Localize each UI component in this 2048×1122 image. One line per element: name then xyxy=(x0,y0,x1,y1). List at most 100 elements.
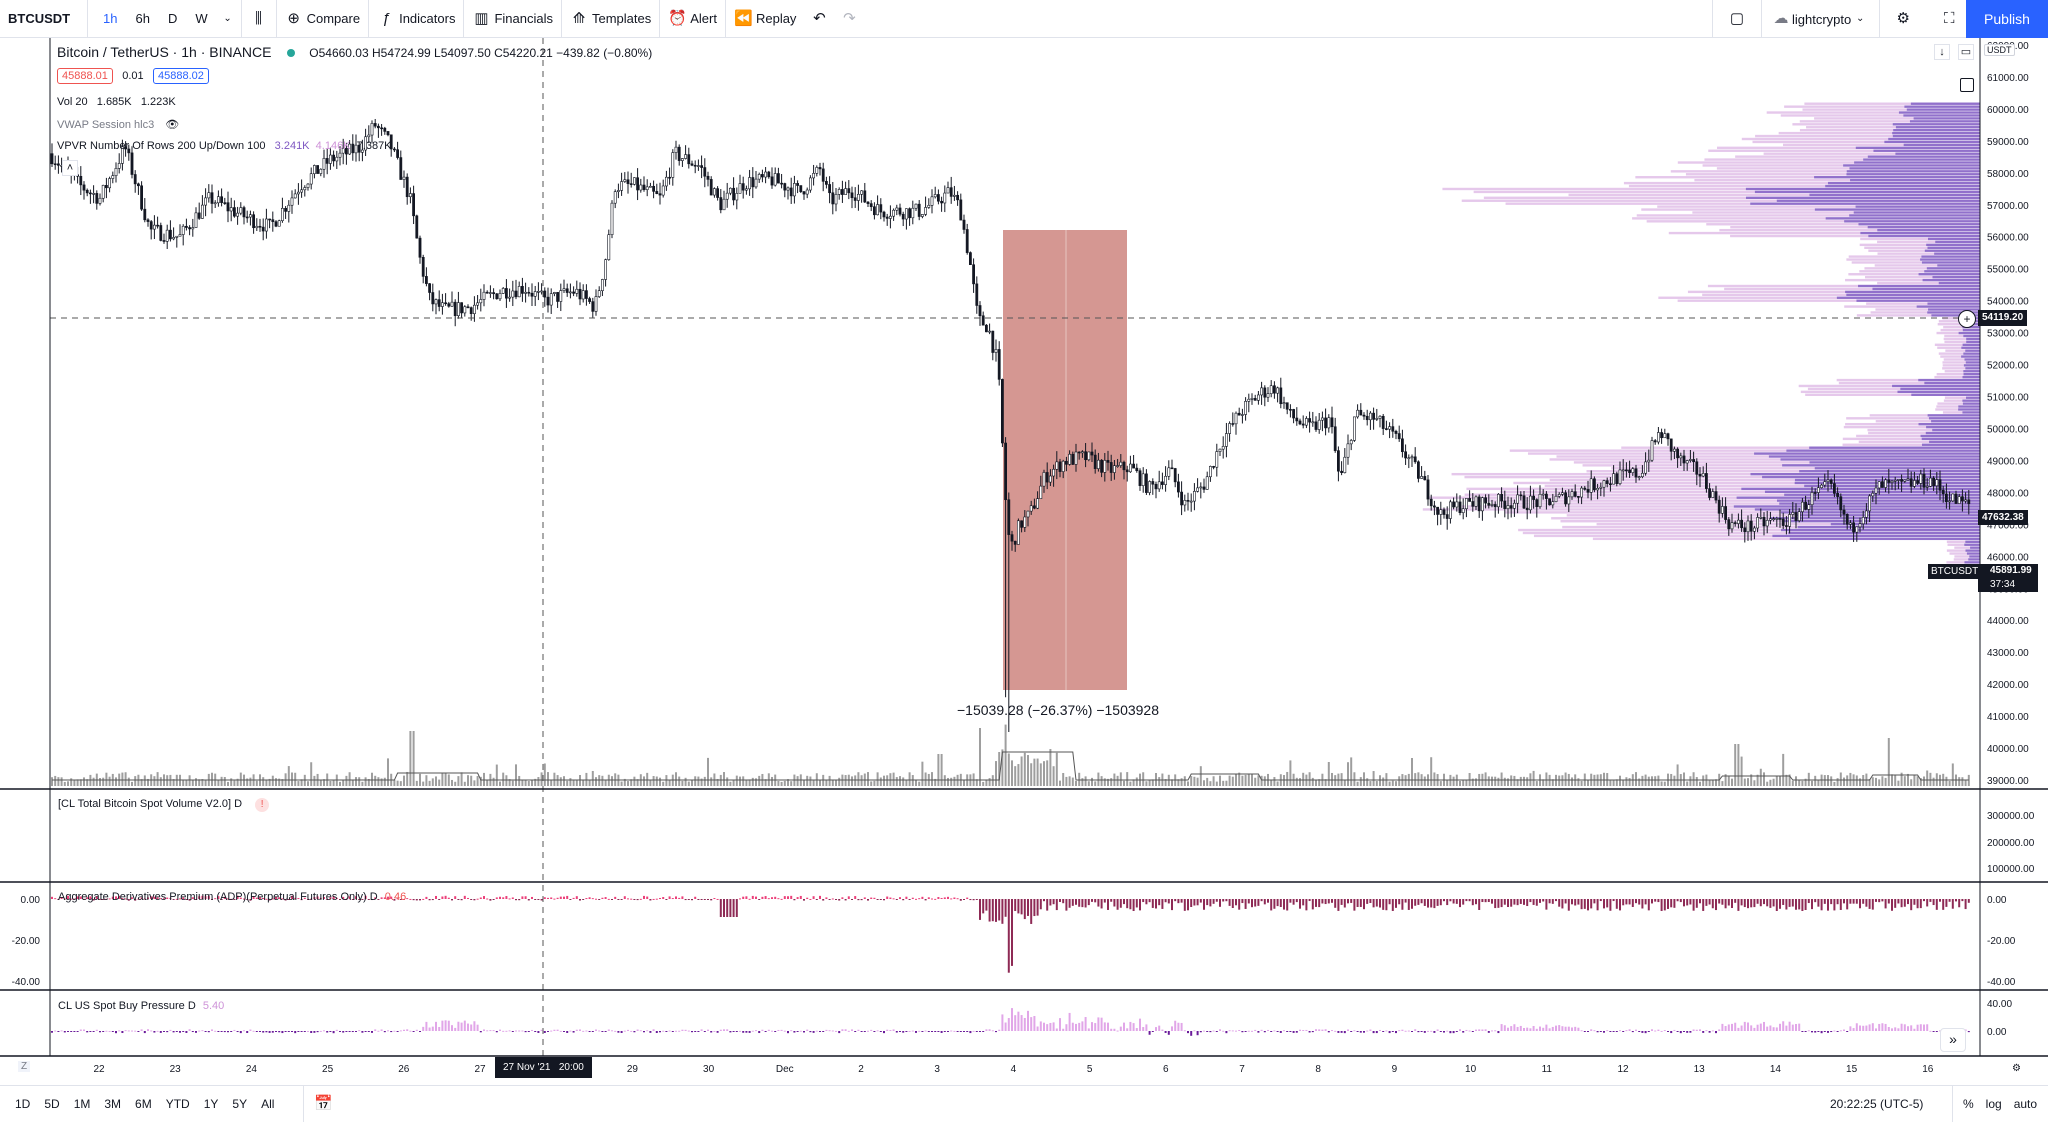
range-6m[interactable]: 6M xyxy=(135,1096,152,1111)
chevron-down-icon[interactable]: ⌄ xyxy=(223,12,232,24)
scroll-to-realtime-button[interactable]: » xyxy=(1940,1028,1966,1052)
time-tick-label: 16 xyxy=(1922,1064,1934,1075)
adp-bar xyxy=(1843,899,1845,904)
legend-title[interactable]: Bitcoin / TetherUS · 1h · BINANCE xyxy=(57,44,272,60)
time-tick-label: 12 xyxy=(1617,1064,1629,1075)
buy-pressure-legend[interactable]: CL US Spot Buy Pressure D 5.40 xyxy=(58,1000,224,1012)
collapse-legend-button[interactable]: ˄ xyxy=(62,160,78,176)
adp-bar xyxy=(83,898,85,900)
range-1y[interactable]: 1Y xyxy=(203,1096,219,1111)
candle-body xyxy=(703,167,707,177)
undo-button[interactable]: ↶ xyxy=(804,0,834,38)
buy-pressure-bar xyxy=(156,1030,159,1032)
templates-button[interactable]: ⟰ Templates xyxy=(562,0,661,38)
axis-settings-gear-icon[interactable]: ⚙ xyxy=(2012,1063,2021,1074)
adp-legend[interactable]: Aggregate Derivatives Premium (ADP)(Perp… xyxy=(58,891,406,903)
timeframe-1h[interactable]: 1h xyxy=(103,11,118,26)
timeframe-d[interactable]: D xyxy=(167,11,178,26)
vpvr-down-row xyxy=(1799,120,1910,123)
maximize-pane-button[interactable]: ▭ xyxy=(1958,44,1974,60)
symbol-search[interactable]: BTCUSDT xyxy=(0,0,88,38)
auto-scale-button[interactable]: auto xyxy=(2013,1097,2038,1111)
sell-price-button[interactable]: 45888.01 xyxy=(57,68,113,84)
indicators-button[interactable]: ƒ Indicators xyxy=(369,0,465,38)
adp-bar xyxy=(1260,899,1263,902)
spot-volume-legend[interactable]: [CL Total Bitcoin Spot Volume V2.0] D ! xyxy=(58,798,270,812)
fullscreen-layout-button[interactable]: ▢ xyxy=(1713,0,1761,38)
vpvr-down-row xyxy=(1483,196,1746,200)
range-1m[interactable]: 1M xyxy=(73,1096,91,1111)
add-alert-plus-icon[interactable]: + xyxy=(1958,310,1976,328)
fullscreen-button[interactable]: ⛶ xyxy=(1926,0,1972,38)
adp-bar xyxy=(649,899,652,901)
redo-button[interactable]: ↷ xyxy=(834,0,864,38)
timeframe-w[interactable]: W xyxy=(195,11,208,26)
volume-bar xyxy=(1619,775,1621,786)
candle-body xyxy=(1609,483,1612,485)
volume-bar xyxy=(1308,772,1311,786)
adp-bar xyxy=(1891,899,1893,911)
range-3m[interactable]: 3M xyxy=(104,1096,122,1111)
adp-bar xyxy=(1519,899,1522,904)
range-ytd[interactable]: YTD xyxy=(165,1096,190,1111)
candle-body xyxy=(466,306,470,309)
financials-button[interactable]: ▥ Financials xyxy=(464,0,562,38)
scroll-down-button[interactable]: ↓ xyxy=(1934,44,1950,60)
volume-bar xyxy=(1334,775,1337,786)
candle-body xyxy=(549,293,553,306)
volume-bar xyxy=(681,780,684,786)
range-5y[interactable]: 5Y xyxy=(232,1096,248,1111)
volume-legend[interactable]: Vol 20 1.685K 1.223K xyxy=(57,96,176,108)
settings-button[interactable]: ⚙ xyxy=(1880,0,1926,38)
buy-pressure-bar xyxy=(335,1029,338,1031)
range-1d[interactable]: 1D xyxy=(15,1096,31,1111)
layout-selector[interactable]: ☁ lightcrypto ⌄ xyxy=(1761,0,1881,38)
range-5d[interactable]: 5D xyxy=(44,1096,60,1111)
measure-rectangle[interactable] xyxy=(1003,230,1127,690)
candle-body xyxy=(383,127,387,132)
timeframe-6h[interactable]: 6h xyxy=(135,11,150,26)
candle-body xyxy=(1186,500,1190,502)
publish-button[interactable]: Publish xyxy=(1966,0,2048,38)
volume-bar xyxy=(1369,781,1372,786)
buy-pressure-bar xyxy=(227,1031,229,1033)
candle-body xyxy=(197,212,201,219)
compare-button[interactable]: ⊕ Compare xyxy=(277,0,370,38)
pane-settings-icon[interactable] xyxy=(1960,78,1974,92)
candle-body xyxy=(239,207,243,214)
buy-price-button[interactable]: 45888.02 xyxy=(153,68,209,84)
vol-value-2: 1.223K xyxy=(140,96,176,108)
warning-icon[interactable]: ! xyxy=(255,798,270,812)
eye-off-icon[interactable]: 👁 xyxy=(165,119,180,131)
buy-pressure-bar xyxy=(1305,1029,1308,1031)
time-tick-label: 30 xyxy=(703,1064,715,1075)
candle-body xyxy=(1855,526,1859,533)
volume-bar xyxy=(479,776,482,786)
time-axis[interactable]: 222324252627282930Dec2345678910111213141… xyxy=(93,1064,1933,1075)
adp-bar xyxy=(179,898,181,900)
adp-bar xyxy=(636,899,639,901)
chart-canvas[interactable]: 62000.0061000.0060000.0059000.0058000.00… xyxy=(0,38,2048,1085)
buy-pressure-bar xyxy=(1785,1025,1788,1031)
percent-scale-button[interactable]: % xyxy=(1963,1097,1974,1111)
candle-body xyxy=(245,216,249,219)
candle-body xyxy=(396,149,400,158)
candle-body xyxy=(1212,466,1216,468)
volume-bar xyxy=(947,777,949,786)
currency-label[interactable]: USDT xyxy=(1984,44,2015,56)
timezone-z-icon[interactable]: Z xyxy=(18,1061,31,1072)
volume-bar xyxy=(102,777,105,786)
vpvr-legend[interactable]: VPVR Number Of Rows 200 Up/Down 100 3.24… xyxy=(57,140,392,152)
alert-button[interactable]: ⏰ Alert xyxy=(660,0,726,38)
goto-date-button[interactable]: 📅 xyxy=(303,1085,333,1122)
log-scale-button[interactable]: log xyxy=(1985,1097,2002,1111)
candle-body xyxy=(984,324,988,333)
chart-type-button[interactable]: ⫼ xyxy=(242,0,277,38)
clock-display[interactable]: 20:22:25 (UTC-5) xyxy=(1830,1086,1923,1122)
vpvr-up-row xyxy=(1928,308,1980,311)
adp-bar xyxy=(1583,899,1586,909)
replay-button[interactable]: ⏪ Replay xyxy=(726,0,804,38)
vwap-legend[interactable]: VWAP Session hlc3 👁 xyxy=(57,118,179,131)
candle-body xyxy=(981,315,985,326)
range-all[interactable]: All xyxy=(261,1096,275,1111)
